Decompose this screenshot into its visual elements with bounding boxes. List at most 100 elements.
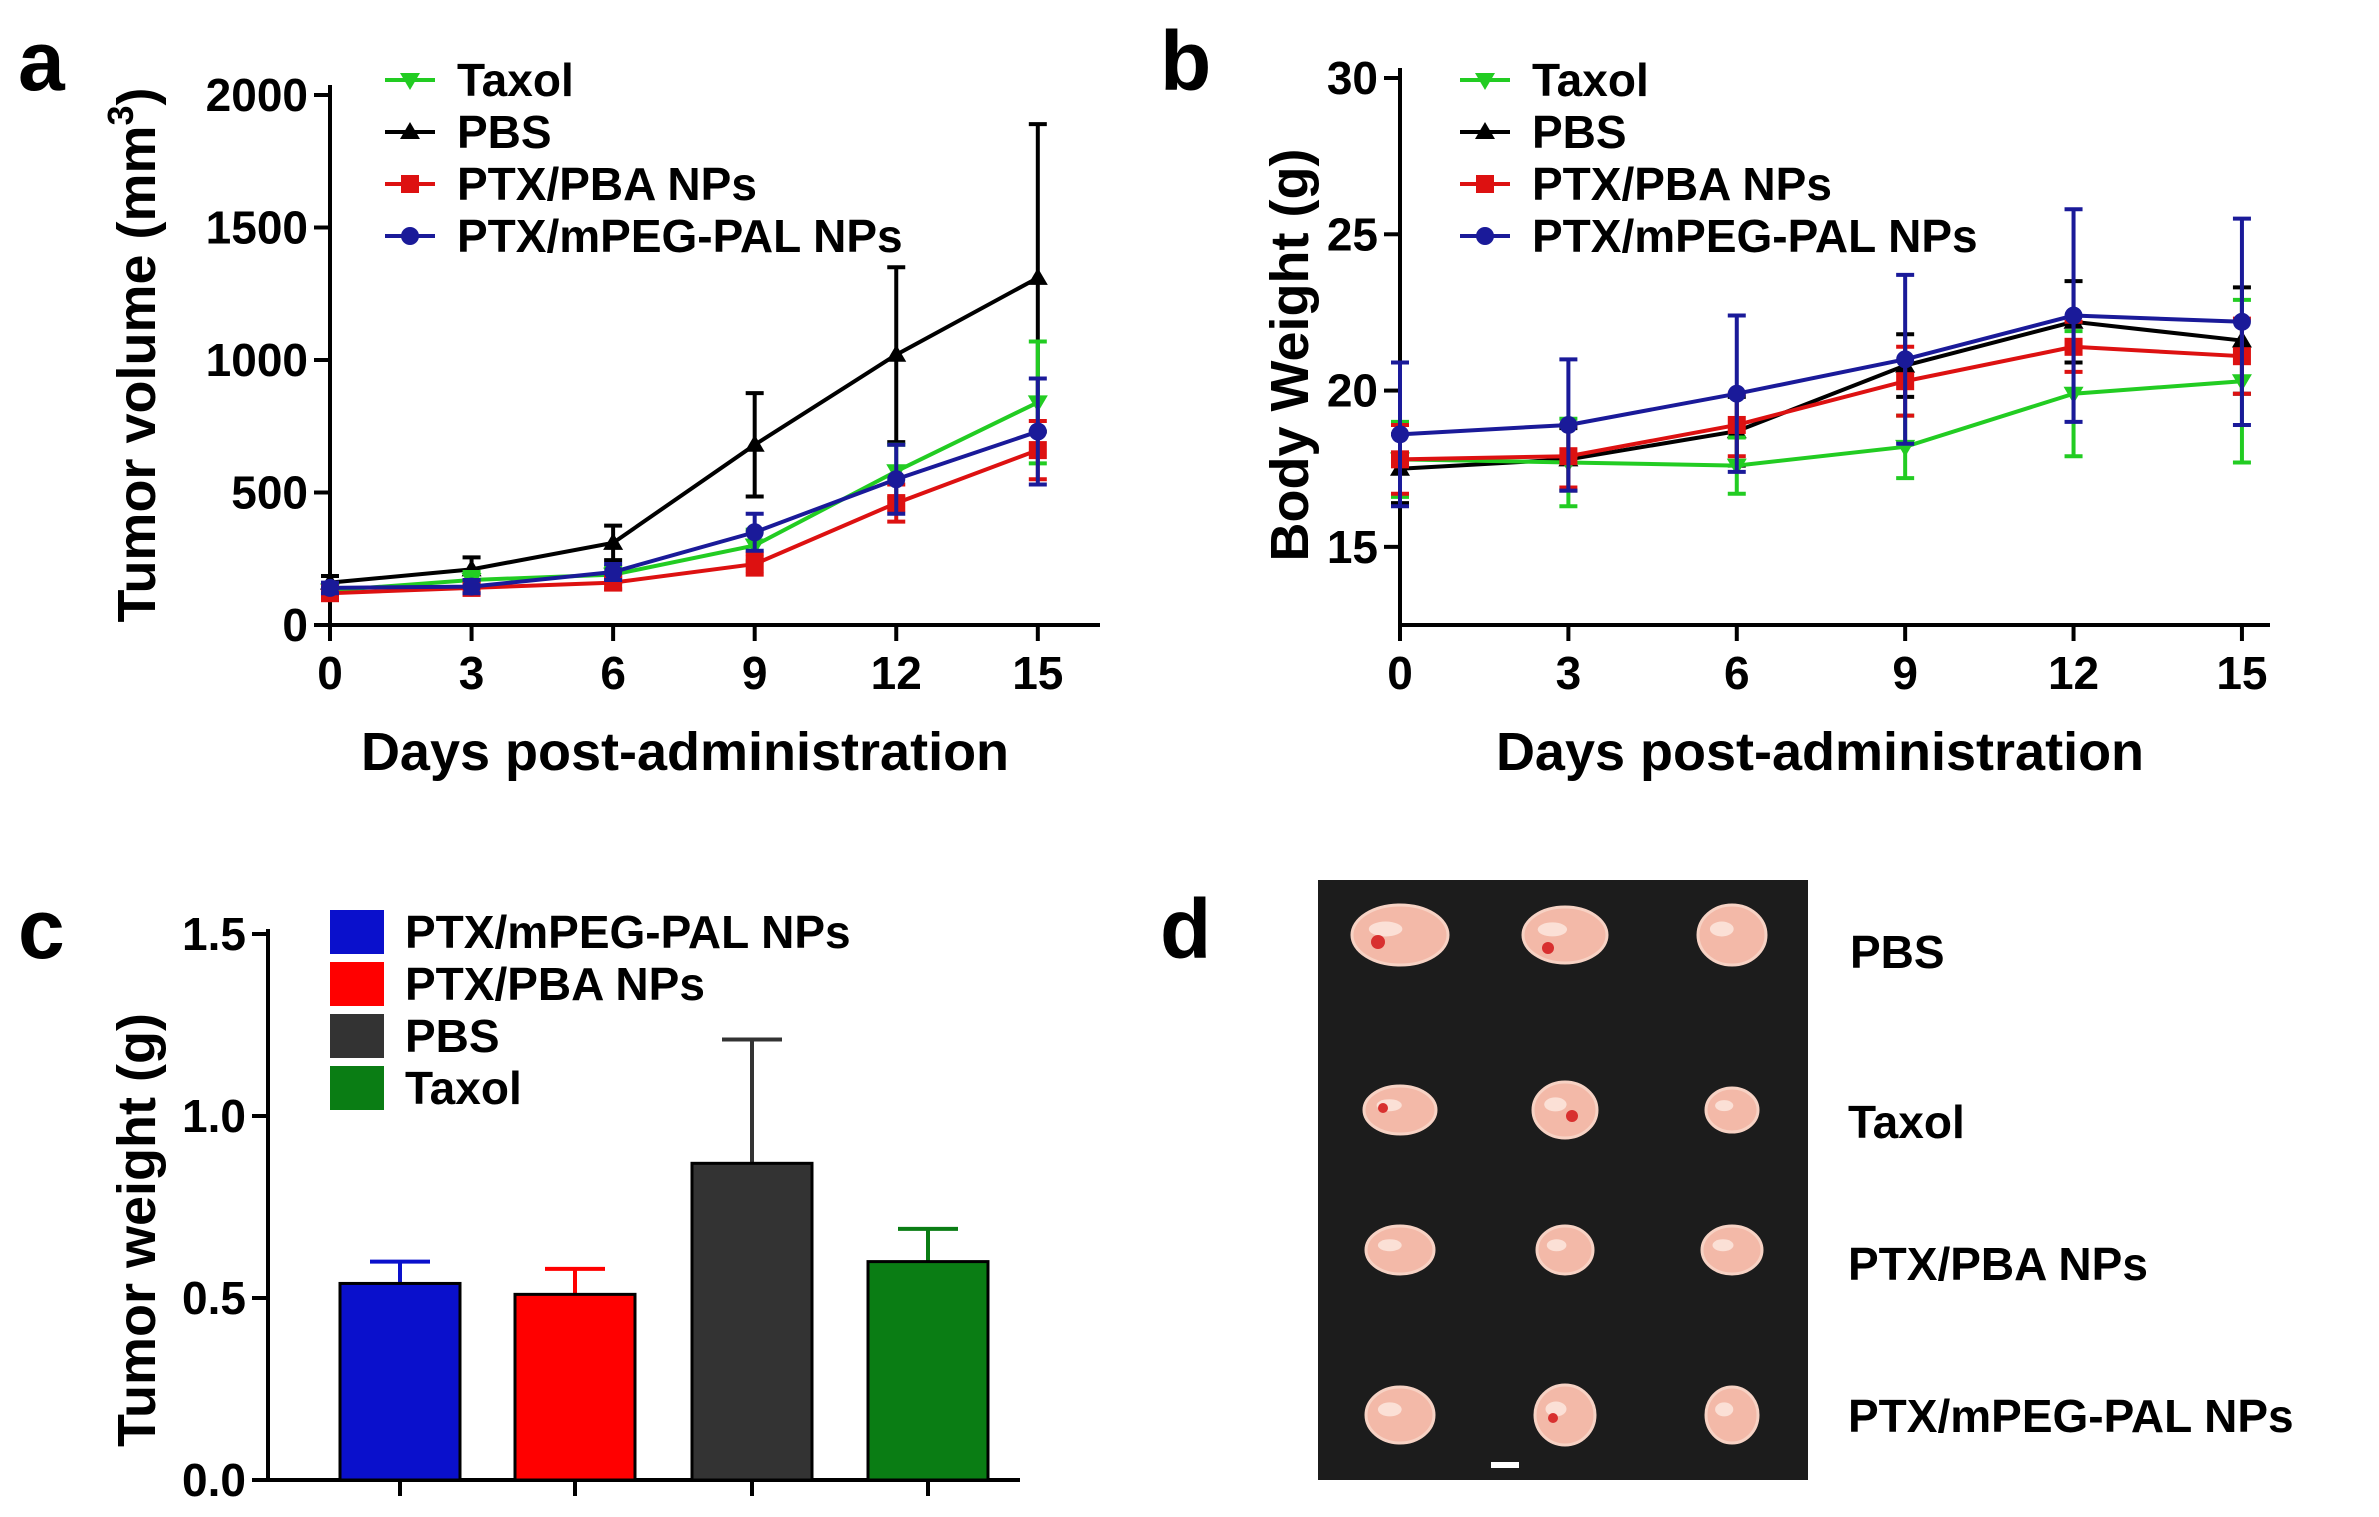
tumor-blood-spot (1378, 1103, 1388, 1113)
data-point (604, 563, 623, 581)
legend-label: PBS (405, 1010, 500, 1062)
panel-letter-c: c (18, 882, 65, 976)
panel-letter-a: a (18, 14, 66, 108)
legend-marker (401, 175, 419, 193)
photo-label-ptx-mpeg-pal: PTX/mPEG-PAL NPs (1848, 1390, 2294, 1442)
tumor-highlight (1715, 1100, 1734, 1112)
y-tick-label: 1.5 (182, 908, 246, 960)
legend-label: PTX/mPEG-PAL NPs (457, 210, 903, 262)
tumor-specimen (1704, 1086, 1760, 1134)
tumor-blood-spot (1566, 1110, 1578, 1122)
chart-b-ylabel: Body Weight (g) (1260, 149, 1320, 562)
data-point (1027, 267, 1048, 285)
series-line (329, 400, 1039, 593)
y-tick-label: 20 (1327, 365, 1378, 417)
legend-label: PTX/mPEG-PAL NPs (1532, 210, 1978, 262)
bar-pbs (690, 1161, 814, 1482)
legend-label: PTX/PBA NPs (1532, 158, 1832, 210)
tumor-highlight (1546, 1239, 1567, 1252)
tumor-specimen (1700, 1224, 1764, 1276)
scale-bar (1491, 1462, 1519, 1468)
data-point (745, 555, 764, 574)
series-line (1399, 379, 2243, 468)
x-tick-label: 9 (742, 647, 768, 699)
y-tick-label: 25 (1327, 208, 1378, 260)
panel-letter-d: d (1160, 882, 1211, 976)
legend-label: PTX/PBA NPs (405, 958, 705, 1010)
series-taxol (320, 339, 1048, 601)
series-ptx-pba-nps (1391, 316, 2251, 496)
legend-marker (400, 73, 420, 90)
x-tick-label: 15 (2216, 647, 2267, 699)
legend-swatch (330, 962, 384, 1006)
chart-b-body-weight: Body Weight (g) Days post-administration… (1260, 52, 2270, 782)
chart-c-tumor-weight: Tumor weight (g) PTX/mPEG-PAL NPsPTX/PBA… (107, 906, 1020, 1506)
data-point (744, 434, 765, 452)
y-tick-label: 1500 (206, 202, 308, 254)
tumor-highlight (1377, 1402, 1402, 1417)
data-point (2232, 312, 2251, 331)
tumor-highlight (1712, 1239, 1734, 1252)
tumor-highlight (1709, 921, 1734, 937)
series-line (1399, 313, 2243, 437)
data-point (462, 577, 481, 596)
data-point (1028, 422, 1047, 441)
y-tick-label: 0.5 (182, 1272, 246, 1324)
x-tick-label: 15 (1012, 647, 1063, 699)
series-line (329, 276, 1039, 585)
tumor-specimen (1521, 905, 1609, 965)
tumor-blood-spot (1548, 1413, 1558, 1423)
series-ptx-mpeg-pal-nps (1391, 207, 2251, 509)
y-tick-label: 0 (282, 599, 308, 651)
data-point (1896, 350, 1915, 369)
tumor-photo-panel: PBS Taxol PTX/PBA NPs PTX/mPEG-PAL NPs (1318, 880, 2294, 1480)
y-tick-label: 1.0 (182, 1090, 246, 1142)
tumor-highlight (1368, 921, 1403, 937)
tumor-specimen (1364, 1224, 1436, 1276)
bar-taxol (866, 1260, 990, 1482)
x-tick-label: 6 (1724, 647, 1750, 699)
legend-label: PTX/PBA NPs (457, 158, 757, 210)
tumor-specimen (1350, 903, 1450, 967)
data-point (2064, 306, 2083, 325)
y-tick-label: 2000 (206, 69, 308, 121)
tumor-specimen (1531, 1080, 1599, 1140)
y-tick-label: 1000 (206, 334, 308, 386)
tumor-highlight (1545, 1401, 1567, 1417)
legend-label: PTX/mPEG-PAL NPs (405, 906, 851, 958)
x-tick-label: 9 (1892, 647, 1918, 699)
photo-label-ptx-pba: PTX/PBA NPs (1848, 1238, 2148, 1290)
data-point (321, 578, 339, 597)
legend-swatch (330, 1014, 384, 1058)
data-point (1727, 384, 1746, 403)
legend-label: Taxol (405, 1062, 522, 1114)
x-tick-label: 12 (2048, 647, 2099, 699)
chart-a-xlabel: Days post-administration (361, 722, 1009, 782)
series-ptx-mpeg-pal-nps (321, 376, 1047, 597)
x-tick-label: 0 (1387, 647, 1413, 699)
chart-a-tumor-volume: Tumor volume (mm3) Days post-administrat… (100, 54, 1100, 782)
tumor-specimen (1364, 1385, 1436, 1445)
data-point (1559, 415, 1578, 434)
tumor-blood-spot (1371, 935, 1385, 949)
photo-label-taxol: Taxol (1848, 1096, 1965, 1148)
x-tick-label: 6 (600, 647, 626, 699)
legend-label: Taxol (457, 54, 574, 106)
y-tick-label: 500 (231, 467, 308, 519)
chart-a-ylabel: Tumor volume (mm3) (100, 87, 167, 622)
series-line (1399, 344, 2243, 462)
legend-swatch (330, 910, 384, 954)
chart-b-xlabel: Days post-administration (1496, 722, 2144, 782)
data-point (745, 523, 764, 542)
tumor-photo-specimens (1350, 903, 1768, 1447)
legend-swatch (330, 1066, 384, 1110)
tumor-highlight (1377, 1239, 1402, 1252)
legend-marker (1475, 122, 1495, 139)
y-tick-label: 30 (1327, 52, 1378, 104)
series-line (1399, 319, 2243, 471)
tumor-specimen (1696, 903, 1768, 967)
y-tick-label: 15 (1327, 521, 1378, 573)
